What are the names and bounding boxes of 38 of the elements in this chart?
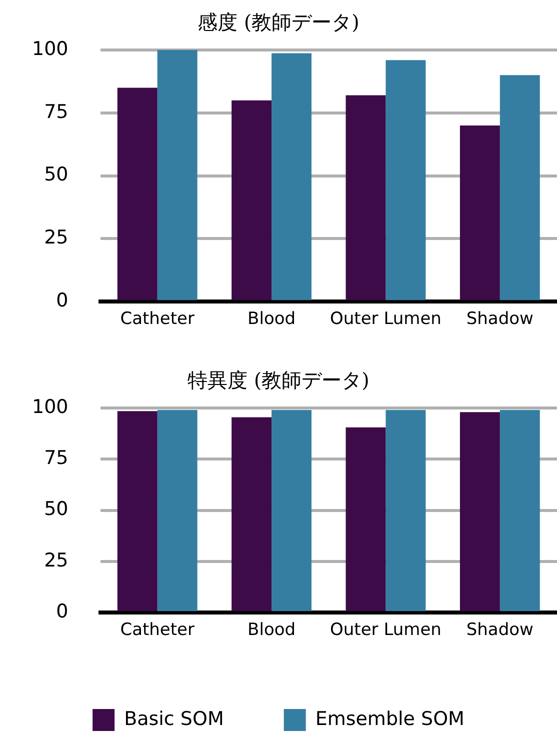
chart-title: 感度 (教師データ) [198,10,360,34]
bar [117,411,158,612]
bar [232,417,272,612]
bar [346,95,386,300]
y-tick-label: 100 [32,38,68,60]
x-tick-label: Catheter [120,309,195,330]
x-tick-label: Blood [248,620,296,640]
bar [272,410,312,612]
bar [117,88,158,300]
y-tick-label: 50 [44,164,68,186]
bar [346,427,386,612]
x-tick-label: Outer Lumen [330,620,442,640]
bar [272,53,312,300]
chart-title: 特異度 (教師データ) [188,368,370,392]
y-tick-label: 0 [56,600,68,623]
legend-label: Basic SOM [124,708,224,730]
bar [157,410,198,612]
x-tick-label: Blood [248,309,296,330]
bar [157,50,198,300]
bar [386,60,426,300]
bar [232,100,272,300]
y-tick-label: 75 [44,447,68,470]
y-tick-label: 100 [32,396,68,418]
bar [460,125,500,300]
y-tick-label: 75 [44,100,68,123]
y-tick-label: 25 [44,226,68,249]
bar [500,410,540,612]
bar [386,410,426,612]
bar [460,412,500,612]
y-tick-label: 50 [44,498,68,520]
x-tick-label: Catheter [120,620,195,640]
x-tick-label: Shadow [466,309,534,330]
legend-label: Emsemble SOM [315,708,464,730]
x-tick-label: Shadow [466,620,534,640]
x-tick-label: Outer Lumen [330,309,442,330]
bar [500,75,540,300]
y-tick-label: 0 [56,290,68,312]
y-tick-label: 25 [44,549,68,572]
